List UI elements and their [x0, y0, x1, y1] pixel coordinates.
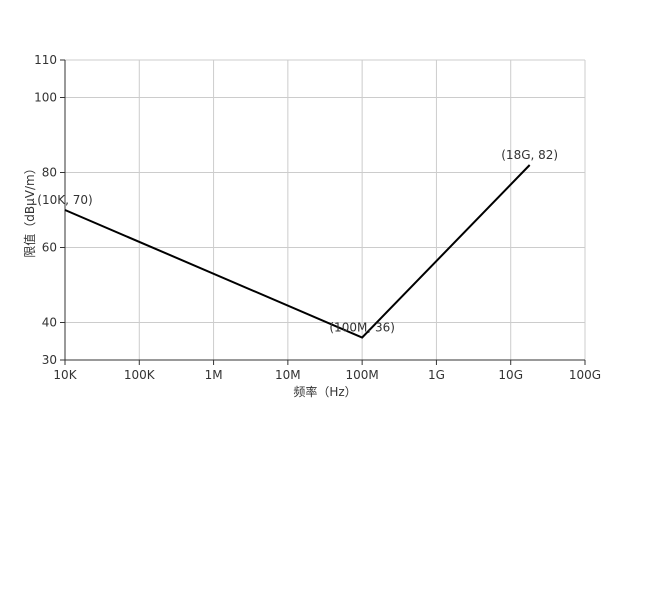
x-tick-label: 1M — [205, 368, 223, 382]
axes: 10K 100K 1M 10M 100M 1G 10G 100G 30 40 60 80 100 110 — [34, 53, 601, 382]
x-tick-label: 100M — [346, 368, 379, 382]
y-tick-label: 60 — [42, 241, 57, 255]
data-point-label: (100M, 36) — [329, 321, 395, 335]
data-point-label: (18G, 82) — [501, 148, 558, 162]
y-tick-label: 100 — [34, 91, 57, 105]
x-tick-label: 10G — [498, 368, 523, 382]
y-tick-label: 40 — [42, 316, 57, 330]
y-tick-label: 110 — [34, 53, 57, 67]
x-tick-label: 10K — [53, 368, 77, 382]
y-axis-title: 限值（dBμV/m） — [22, 162, 37, 257]
y-tick-label: 80 — [42, 166, 57, 180]
grid — [64, 59, 586, 361]
x-tick-label: 1G — [428, 368, 445, 382]
x-tick-label: 100K — [124, 368, 156, 382]
limit-series-line — [64, 164, 531, 339]
data-point-label: (10K, 70) — [37, 193, 92, 207]
labels: (10K, 70) (100M, 36) (18G, 82) — [37, 148, 558, 335]
x-tick-label: 10M — [275, 368, 301, 382]
y-tick-label: 30 — [42, 353, 57, 367]
x-tick-label: 100G — [569, 368, 601, 382]
series — [64, 164, 531, 339]
x-axis-title: 频率（Hz） — [293, 384, 356, 399]
